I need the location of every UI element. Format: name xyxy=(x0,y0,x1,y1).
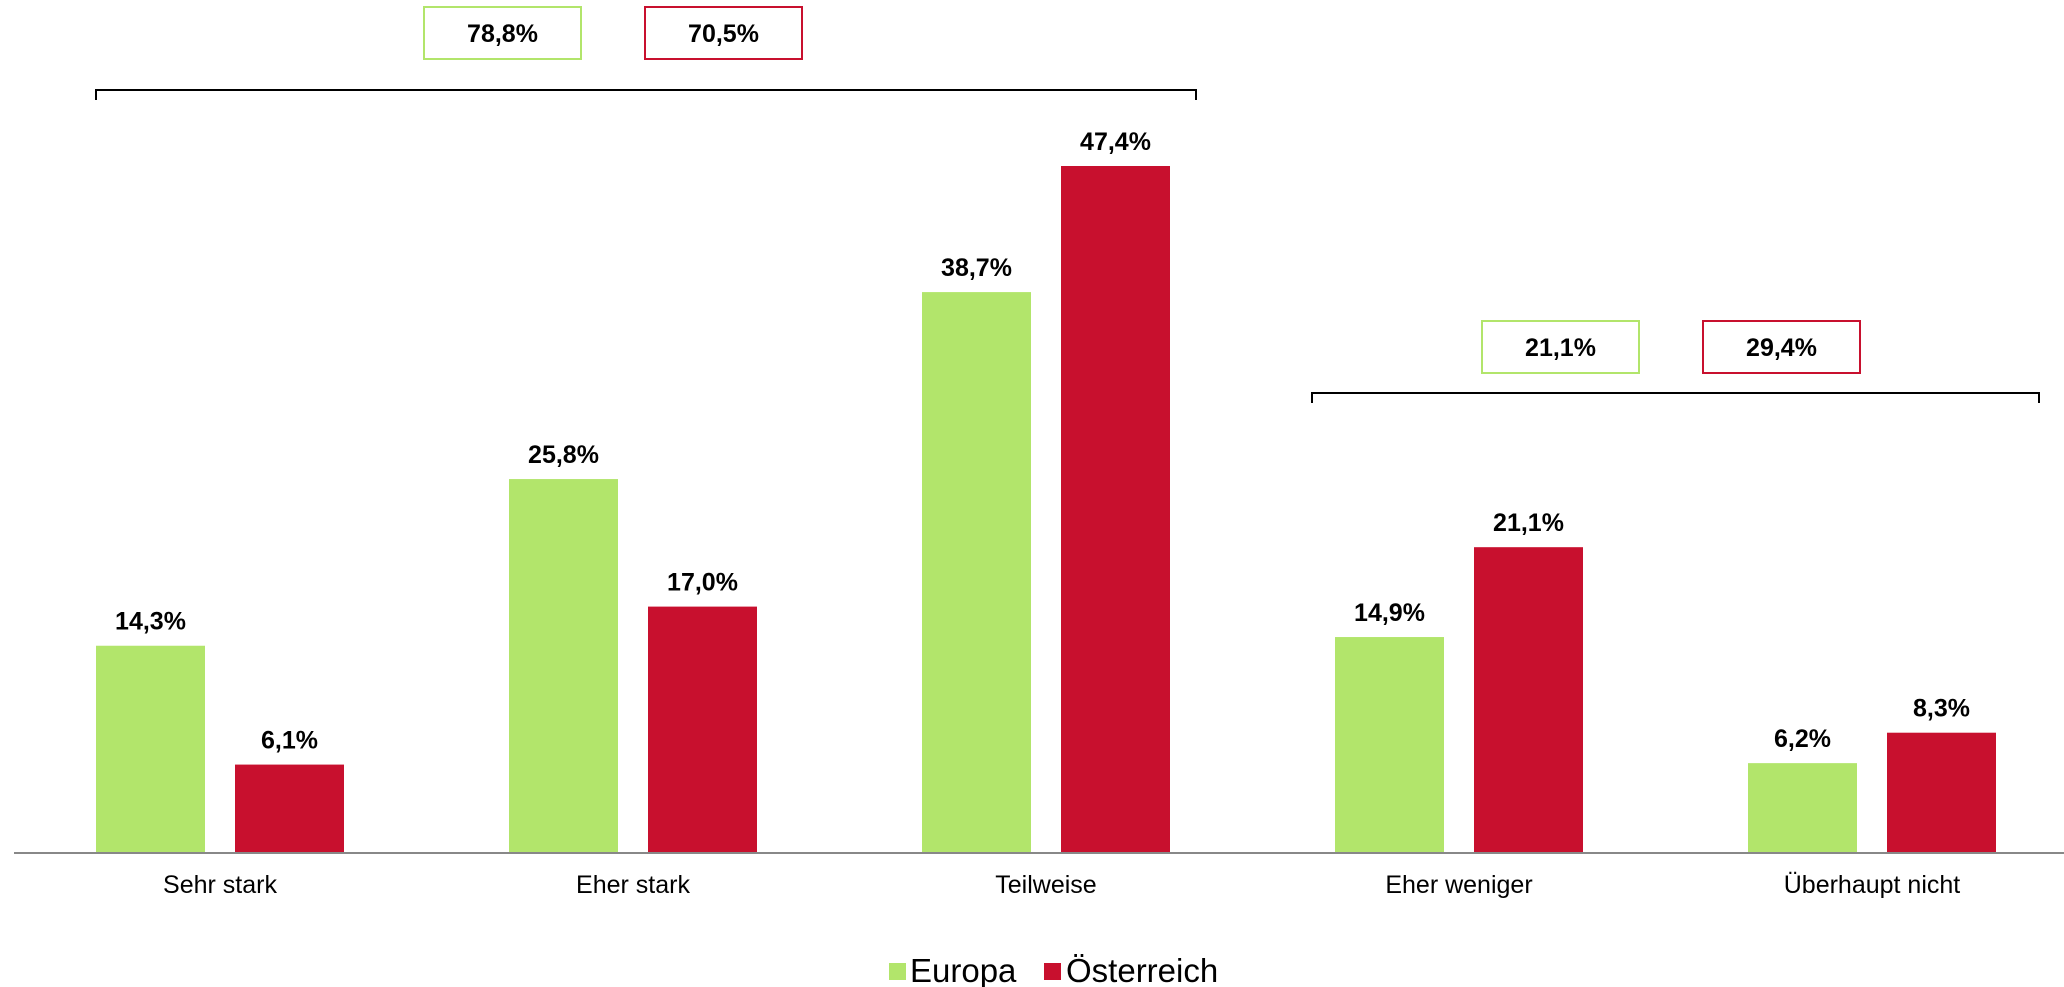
bar-österreich xyxy=(1474,547,1583,853)
bar-europa xyxy=(509,479,618,853)
bar-europa xyxy=(1335,637,1444,853)
x-tick-label: Teilweise xyxy=(995,871,1096,899)
bar-österreich xyxy=(235,764,344,853)
group-total-value: 70,5% xyxy=(688,20,759,48)
legend-label: Österreich xyxy=(1066,952,1218,987)
group-bracket xyxy=(95,89,1197,100)
group-total-value: 78,8% xyxy=(467,20,538,48)
data-label: 38,7% xyxy=(941,254,1012,282)
data-label: 14,9% xyxy=(1354,599,1425,627)
bar-europa xyxy=(96,645,205,853)
data-label: 25,8% xyxy=(528,441,599,469)
data-label: 6,1% xyxy=(261,727,318,755)
data-label: 6,2% xyxy=(1774,725,1831,753)
group-total-value: 29,4% xyxy=(1746,334,1817,362)
x-tick-label: Eher stark xyxy=(576,871,690,899)
group-total-box-europa xyxy=(1481,320,1640,374)
legend-swatch-österreich xyxy=(1044,963,1061,980)
data-label: 47,4% xyxy=(1080,128,1151,156)
x-tick-label: Eher weniger xyxy=(1385,871,1532,899)
group-total-value: 21,1% xyxy=(1525,334,1596,362)
data-label: 17,0% xyxy=(667,569,738,597)
group-total-box-österreich xyxy=(644,6,803,60)
bar-österreich xyxy=(648,606,757,853)
group-bracket xyxy=(1311,392,2040,403)
bar-europa xyxy=(922,292,1031,853)
data-label: 21,1% xyxy=(1493,509,1564,537)
group-total-box-europa xyxy=(423,6,582,60)
x-tick-label: Überhaupt nicht xyxy=(1784,871,1961,899)
legend-swatch-europa xyxy=(889,963,906,980)
data-label: 8,3% xyxy=(1913,695,1970,723)
data-label: 14,3% xyxy=(115,608,186,636)
bar-österreich xyxy=(1061,166,1170,853)
group-total-box-österreich xyxy=(1702,320,1861,374)
bar-europa xyxy=(1748,763,1857,853)
bar-österreich xyxy=(1887,732,1996,853)
x-tick-label: Sehr stark xyxy=(163,871,277,899)
legend-label: Europa xyxy=(910,952,1017,987)
